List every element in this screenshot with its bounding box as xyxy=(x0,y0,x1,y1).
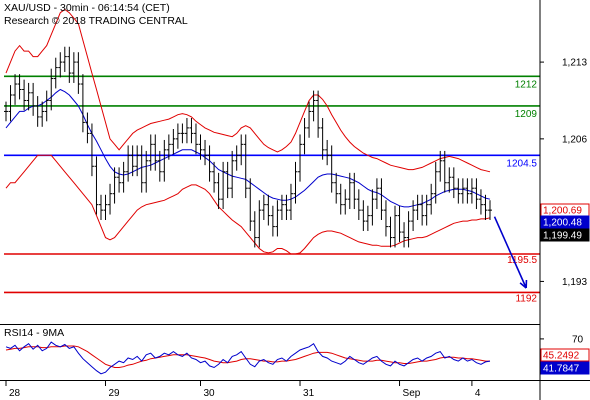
bollinger-lower-line xyxy=(5,154,491,255)
chart-subtitle: Research © 2018 TRADING CENTRAL xyxy=(4,15,188,27)
price-bars-layer xyxy=(4,46,492,248)
time-tick-label: 31 xyxy=(303,388,315,399)
rsi-tag-box xyxy=(540,361,590,375)
rsi-tag-box xyxy=(540,348,590,362)
level-label: 1192 xyxy=(515,293,537,304)
price-tick-label: 1,193 xyxy=(562,277,587,288)
price-tag-label: 1,199.49 xyxy=(543,231,582,242)
price-tag-box xyxy=(540,228,590,242)
level-label: 1204.5 xyxy=(506,158,537,169)
price-tag-label: 1,200.69 xyxy=(543,206,582,217)
time-tick-label: Sep xyxy=(403,388,421,399)
rsi-ma-line xyxy=(5,345,490,368)
price-tick-label: 1,206 xyxy=(562,134,587,145)
price-tags-layer: 1,200.691,200.48 1,199.49 45.2492 41.7847 xyxy=(540,203,590,375)
level-lines-layer: 1212 1209 1204.5 1195.5 1192 xyxy=(4,75,540,304)
rsi-tag-label: 41.7847 xyxy=(543,364,580,375)
time-tick-label: 30 xyxy=(204,388,216,399)
bollinger-upper-line xyxy=(5,8,491,173)
forecast-arrow-head xyxy=(519,279,528,289)
rsi-panel-label: RSI14 - 9MA xyxy=(4,327,64,339)
price-tick-label: 1,213 xyxy=(562,58,587,69)
time-tick-label: 29 xyxy=(109,388,121,399)
level-label: 1212 xyxy=(515,79,538,90)
rsi-tag-label: 45.2492 xyxy=(543,351,580,362)
bollinger-bands-layer xyxy=(5,8,491,255)
forecast-arrow-line xyxy=(493,216,527,289)
time-tick-label: 28 xyxy=(9,388,21,399)
level-label: 1195.5 xyxy=(507,255,537,266)
level-label: 1209 xyxy=(515,109,538,120)
forecast-arrow-layer xyxy=(493,216,528,289)
rsi-tick-label: 70 xyxy=(572,334,584,345)
chart-title: XAU/USD - 30min - 06:14:54 (CET) xyxy=(4,2,170,14)
rsi-layer xyxy=(5,341,491,375)
price-tag-label: 1,200.48 xyxy=(543,218,582,229)
rsi-line xyxy=(5,341,491,375)
moving-average-line xyxy=(5,88,491,208)
price-tag-box xyxy=(540,215,590,229)
time-tick-label: 4 xyxy=(475,388,481,399)
